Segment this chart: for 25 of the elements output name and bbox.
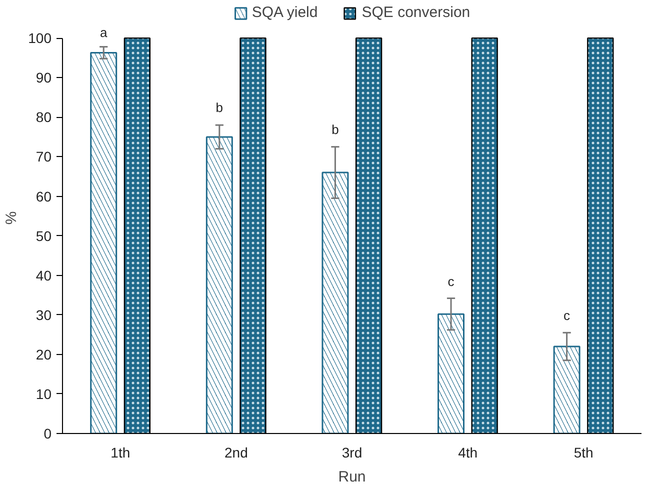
annotation: c bbox=[564, 308, 571, 323]
y-tick-label: 90 bbox=[36, 70, 52, 86]
y-tick-label: 70 bbox=[36, 148, 52, 165]
y-tick-label: 100 bbox=[28, 30, 52, 46]
x-tick-label: 2nd bbox=[224, 444, 248, 460]
annotation: a bbox=[100, 25, 108, 40]
annotation: b bbox=[332, 122, 339, 137]
x-tick-label: 1th bbox=[110, 444, 130, 460]
y-axis-title: % bbox=[3, 211, 20, 225]
y-tick-label: 10 bbox=[36, 386, 52, 402]
annotation: b bbox=[216, 100, 224, 116]
x-axis-title: Run bbox=[338, 468, 366, 486]
x-tick-label: 4th bbox=[458, 444, 478, 460]
y-tick-label: 50 bbox=[36, 228, 52, 244]
annotation: c bbox=[448, 274, 455, 290]
y-tick-label: 0 bbox=[44, 426, 52, 442]
y-tick-label: 40 bbox=[36, 267, 52, 284]
y-tick-label: 20 bbox=[36, 346, 52, 362]
legend-label: SQE conversion bbox=[362, 4, 470, 21]
legend-label: SQA yield bbox=[252, 4, 318, 21]
x-tick-label: 3rd bbox=[342, 444, 362, 460]
y-tick-label: 30 bbox=[36, 306, 52, 323]
x-tick-label: 5th bbox=[574, 444, 594, 460]
y-tick-label: 60 bbox=[36, 188, 52, 204]
y-tick-label: 80 bbox=[36, 109, 52, 126]
